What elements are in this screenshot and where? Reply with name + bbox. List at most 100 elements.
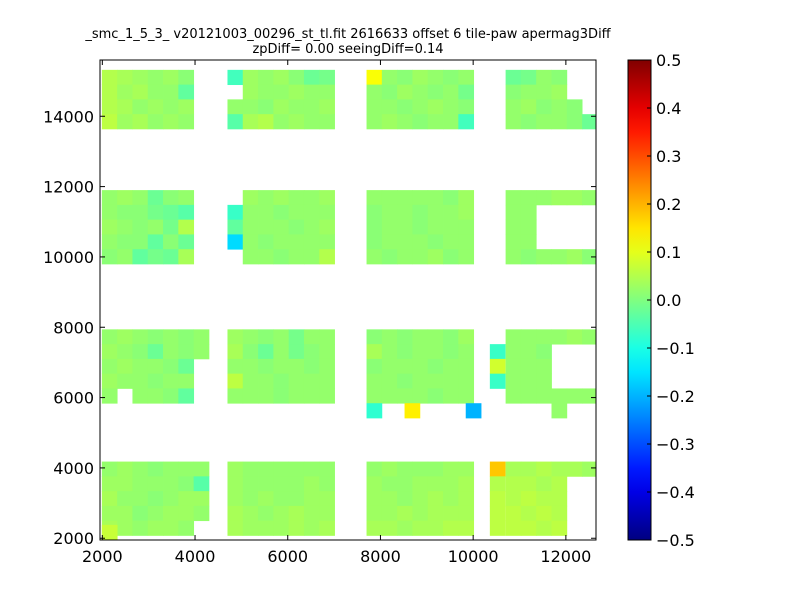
heatmap-cell <box>536 114 552 130</box>
heatmap-cell <box>458 344 475 360</box>
heatmap-cell <box>381 329 398 345</box>
heatmap-cell <box>397 190 413 206</box>
heatmap-cell <box>505 476 522 492</box>
heatmap-cell <box>366 190 383 206</box>
heatmap-cell <box>178 204 195 221</box>
heatmap-cell <box>288 190 305 206</box>
heatmap-cell <box>397 388 413 404</box>
heatmap-cell <box>193 461 210 477</box>
heatmap-cell <box>381 373 398 389</box>
heatmap-cell <box>427 505 444 522</box>
heatmap-cell <box>101 388 118 404</box>
colorbar-tick-label: 0.5 <box>656 51 681 70</box>
heatmap-cell <box>427 373 444 389</box>
heatmap-cell <box>258 491 274 507</box>
heatmap-cell <box>288 219 305 235</box>
heatmap-cell <box>242 461 259 477</box>
heatmap-cell <box>227 234 244 250</box>
heatmap-cell <box>117 69 133 86</box>
heatmap-cell <box>520 373 537 389</box>
heatmap-cell <box>381 461 398 477</box>
colorbar-tick-label: −0.1 <box>656 339 695 358</box>
y-tick-label: 4000 <box>53 459 94 478</box>
heatmap-cell <box>163 249 179 265</box>
colorbar: 0.5 0.4 0.3 0.2 0.1 0.0 −0.1 −0.2 −0.3 −0.4 −0.5 <box>627 51 695 550</box>
heatmap-cell <box>227 505 244 522</box>
heatmap-cell <box>412 358 429 375</box>
heatmap-cell <box>520 249 537 265</box>
heatmap-cell <box>319 491 335 507</box>
heatmap-cell <box>117 344 133 360</box>
heatmap-cell <box>520 234 537 250</box>
heatmap-cell <box>147 520 164 536</box>
heatmap-cell <box>443 190 459 206</box>
heatmap-cell <box>397 99 413 115</box>
heatmap-cell <box>412 461 429 477</box>
heatmap-cell <box>147 234 164 250</box>
heatmap-cell <box>117 461 133 477</box>
heatmap-cell <box>443 505 459 522</box>
heatmap-cell <box>163 190 179 206</box>
heatmap-cell <box>101 219 118 235</box>
heatmap-cell <box>319 329 335 345</box>
heatmap-cell <box>117 114 133 130</box>
heatmap-cell <box>101 491 118 507</box>
heatmap-cell <box>319 219 335 235</box>
heatmap-cell <box>132 190 149 206</box>
heatmap-cell <box>505 461 522 477</box>
y-tick-label: 8000 <box>53 318 94 337</box>
heatmap-cell <box>412 476 429 492</box>
heatmap-cell <box>412 84 429 100</box>
heatmap-cell <box>242 69 259 86</box>
heatmap-cell <box>227 520 244 536</box>
heatmap-cell <box>582 114 596 130</box>
heatmap-cell <box>366 358 383 375</box>
heatmap-cell <box>366 476 383 492</box>
heatmap-cell <box>273 461 290 477</box>
heatmap-cell <box>381 249 398 265</box>
heatmap-cell <box>443 388 459 404</box>
heatmap-cell <box>178 249 195 265</box>
heatmap-cell <box>117 476 133 492</box>
heatmap-cell <box>412 69 429 86</box>
heatmap-cell <box>288 69 305 86</box>
x-tick-label: 12000 <box>540 547 591 566</box>
heatmap-cell <box>163 219 179 235</box>
heatmap-cell <box>536 373 552 389</box>
heatmap-cell <box>366 234 383 250</box>
x-tick-label: 4000 <box>175 547 216 566</box>
heatmap-cell <box>163 99 179 115</box>
heatmap-cell <box>288 520 305 536</box>
heatmap-cell <box>458 520 475 536</box>
heatmap-cell <box>566 461 583 477</box>
heatmap-cell <box>132 373 149 389</box>
y-tick-label: 2000 <box>53 529 94 548</box>
heatmap-cell <box>536 99 552 115</box>
heatmap-cell <box>117 358 133 375</box>
heatmap-cell <box>178 69 195 86</box>
heatmap-cell <box>132 69 149 86</box>
heatmap-cell <box>273 219 290 235</box>
heatmap-cell <box>147 358 164 375</box>
heatmap-cell <box>242 99 259 115</box>
colorbar-tick-label: 0.0 <box>656 291 681 310</box>
heatmap-cell <box>117 84 133 100</box>
heatmap-cell <box>381 204 398 221</box>
heatmap-cell <box>319 99 335 115</box>
heatmap-cell <box>147 373 164 389</box>
heatmap-cell <box>536 476 552 492</box>
heatmap-cell <box>366 204 383 221</box>
heatmap-cell <box>227 358 244 375</box>
heatmap-cell <box>178 358 195 375</box>
heatmap-cell <box>551 476 568 492</box>
heatmap-cell <box>258 204 274 221</box>
heatmap-cell <box>163 344 179 360</box>
heatmap-cell <box>551 329 568 345</box>
heatmap-cell <box>227 204 244 221</box>
heatmap-cell <box>458 505 475 522</box>
heatmap-cell <box>178 491 195 507</box>
heatmap-cell <box>101 190 118 206</box>
heatmap-cell <box>412 373 429 389</box>
heatmap-cell <box>536 190 552 206</box>
heatmap-cell <box>427 204 444 221</box>
